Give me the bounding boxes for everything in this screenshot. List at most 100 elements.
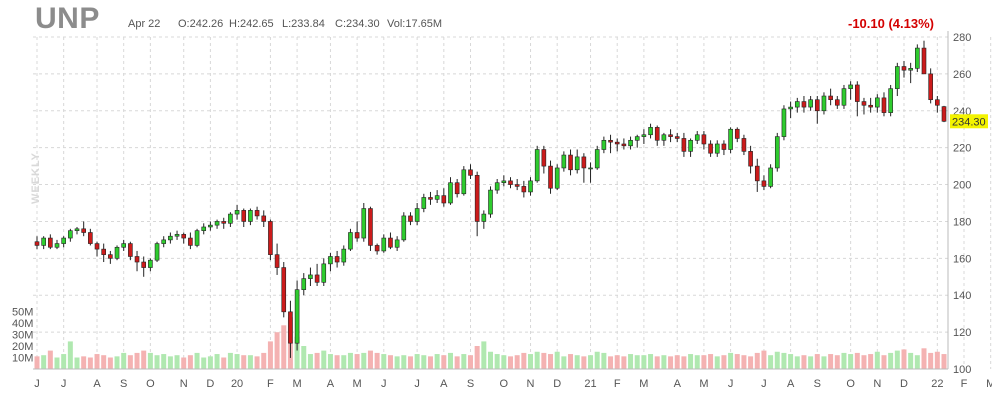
candle-body xyxy=(888,88,893,113)
candle-body xyxy=(201,226,207,231)
volume-bar xyxy=(488,351,493,369)
volume-bar xyxy=(281,325,287,369)
time-tick-label: N xyxy=(873,378,881,390)
volume-bar xyxy=(294,336,300,369)
volume-bar xyxy=(47,350,53,369)
volume-bar xyxy=(67,341,73,369)
volume-bar xyxy=(167,356,173,369)
volume-bar xyxy=(494,354,500,369)
volume-bar xyxy=(908,352,914,369)
volume-bar xyxy=(874,351,880,369)
volume-bar xyxy=(508,356,514,369)
volume-bar xyxy=(254,356,260,369)
candle-body xyxy=(828,95,833,101)
volume-bar xyxy=(728,352,734,369)
volume-bar xyxy=(921,348,927,369)
volume-bar xyxy=(628,354,634,369)
grid-layer xyxy=(33,36,992,370)
candle-body xyxy=(368,208,373,246)
candle-body xyxy=(461,169,467,195)
volume-bar xyxy=(447,352,453,369)
candle-body xyxy=(661,134,667,141)
volume-bar xyxy=(588,355,594,369)
candle-body xyxy=(681,138,687,152)
price-tick-label: 260 xyxy=(953,69,971,81)
volume-bar xyxy=(107,357,113,369)
volume-bar xyxy=(454,356,460,369)
volume-bar xyxy=(194,352,200,369)
time-tick-label: J xyxy=(34,378,40,390)
volume-bar xyxy=(741,355,747,369)
candle-body xyxy=(208,224,213,228)
time-tick-label: M xyxy=(639,378,648,390)
candle-body xyxy=(708,143,713,154)
candle-body xyxy=(935,99,940,106)
time-tick-label: D xyxy=(553,378,561,390)
candle-body xyxy=(895,66,900,89)
candle-body xyxy=(261,215,267,222)
time-tick-label: 21 xyxy=(584,378,596,390)
candle-body xyxy=(668,134,673,137)
candle-body xyxy=(301,278,307,290)
candle-body xyxy=(821,95,827,112)
volume-bar xyxy=(321,350,327,369)
candle-body xyxy=(481,213,487,222)
candle-body xyxy=(408,215,413,222)
volume-bar xyxy=(754,352,760,369)
volume-bar xyxy=(154,355,160,369)
candle-body xyxy=(234,210,240,215)
volume-bar xyxy=(181,357,187,369)
volume-bar xyxy=(814,354,820,369)
volume-bar xyxy=(554,351,560,369)
volume-bar xyxy=(347,352,353,369)
volume-bar xyxy=(681,356,687,369)
last-price-tag: 234.30 xyxy=(952,116,986,128)
volume-bar xyxy=(121,352,127,369)
low-value: L:233.84 xyxy=(282,18,325,30)
volume-bar xyxy=(581,356,587,369)
candle-body xyxy=(394,239,400,248)
price-tick-label: 100 xyxy=(953,364,971,376)
candle-body xyxy=(508,180,513,185)
candle-body xyxy=(34,241,40,246)
candle-body xyxy=(494,182,500,191)
candle-body xyxy=(441,195,447,204)
candle-body xyxy=(308,274,313,279)
volume-bar xyxy=(87,357,93,369)
candle-body xyxy=(114,246,120,259)
candle-body xyxy=(875,97,880,108)
volume-bar xyxy=(187,355,193,369)
volume-bar xyxy=(247,355,253,369)
candle-body xyxy=(554,167,560,189)
time-tick-label: A xyxy=(93,378,101,390)
candle-body xyxy=(421,197,427,209)
candle-body xyxy=(328,256,333,265)
volume-bar xyxy=(401,355,407,369)
candle-body xyxy=(414,208,420,222)
price-tick-label: 120 xyxy=(953,327,971,339)
time-tick-label: J xyxy=(381,378,387,390)
time-tick-label: A xyxy=(674,378,682,390)
volume-bar xyxy=(241,355,247,369)
time-tick-label: M xyxy=(353,378,362,390)
candle-body xyxy=(528,180,533,193)
candle-body xyxy=(908,68,913,71)
candle-body xyxy=(181,234,187,239)
candle-body xyxy=(321,263,327,283)
candle-body xyxy=(808,99,813,108)
candle-body xyxy=(574,156,580,171)
volume-bar xyxy=(421,355,427,369)
volume-bar xyxy=(668,356,674,369)
candle-body xyxy=(288,311,293,344)
volume-bar xyxy=(854,352,860,369)
candle-body xyxy=(294,289,300,344)
candle-body xyxy=(354,232,360,239)
candle-body xyxy=(654,127,660,141)
volume-tick-label: 50M xyxy=(12,307,33,319)
candle-body xyxy=(334,256,340,263)
candle-body xyxy=(534,149,540,182)
candle-body xyxy=(61,237,66,244)
volume-bar xyxy=(441,355,447,369)
